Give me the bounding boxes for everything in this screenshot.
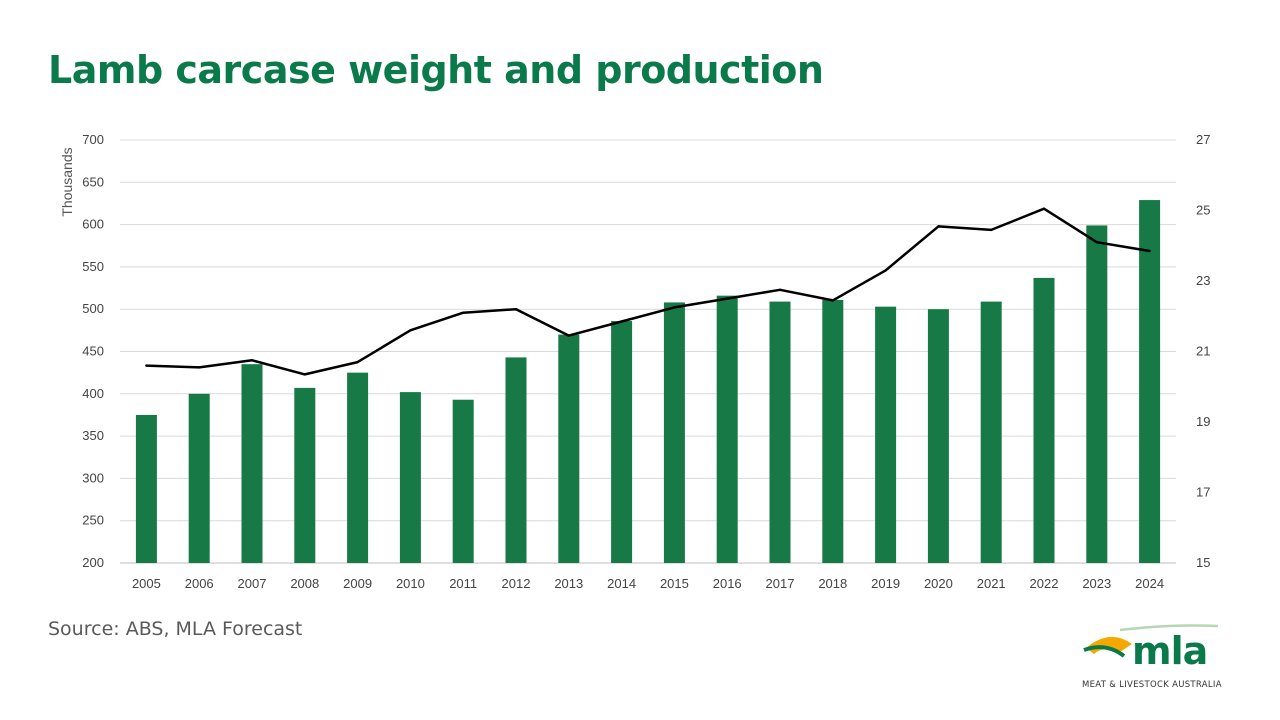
x-tick-label: 2020 — [924, 576, 953, 591]
bar-series — [135, 200, 1161, 564]
line-point — [726, 297, 729, 300]
bar — [1139, 200, 1161, 564]
line-point — [1042, 207, 1046, 210]
y2-tick-label: 19 — [1196, 414, 1210, 429]
bar — [1086, 225, 1108, 564]
x-tick-label: 2008 — [290, 576, 319, 591]
line-path — [146, 207, 1150, 376]
logo-tagline: MEAT & LIVESTOCK AUSTRALIA — [1082, 680, 1222, 690]
x-tick-label: 2006 — [185, 576, 214, 591]
source-note: Source: ABS, MLA Forecast — [48, 618, 303, 640]
line-point — [990, 228, 993, 232]
y2-tick-label: 27 — [1196, 132, 1210, 147]
y-tick-label: 300 — [82, 470, 104, 485]
y2-tick-label: 15 — [1196, 555, 1210, 570]
gridlines — [120, 139, 1176, 564]
line-point — [303, 373, 306, 376]
line-point — [145, 364, 148, 367]
bar — [135, 414, 157, 563]
bar — [399, 392, 421, 563]
bar — [505, 357, 527, 563]
x-tick-label: 2012 — [502, 576, 531, 591]
bar — [980, 301, 1002, 563]
bar — [769, 301, 791, 563]
bar — [241, 364, 263, 563]
x-tick-label: 2014 — [607, 576, 636, 591]
line-point — [620, 320, 623, 323]
page-title: Lamb carcase weight and production — [48, 48, 824, 92]
line-point — [884, 269, 887, 272]
mla-logo: mla MEAT & LIVESTOCK AUSTRALIA — [1080, 622, 1225, 694]
bar — [611, 321, 633, 563]
bar — [927, 309, 949, 563]
x-tick-label: 2024 — [1135, 576, 1164, 591]
x-tick-label: 2022 — [1030, 576, 1059, 591]
logo-wordmark: mla — [1132, 629, 1208, 673]
bar — [822, 299, 844, 563]
line-point — [567, 334, 570, 337]
bar — [716, 295, 738, 563]
y-tick-label: 200 — [82, 555, 104, 570]
y2-tick-label: 23 — [1196, 273, 1210, 288]
line-point — [937, 225, 940, 228]
line-point — [778, 288, 782, 292]
x-tick-label: 2019 — [871, 576, 900, 591]
y-tick-label: 700 — [82, 132, 104, 147]
bar — [347, 372, 369, 563]
line-point — [462, 311, 465, 314]
bar — [558, 334, 580, 563]
x-tick-label: 2015 — [660, 576, 689, 591]
bar — [1033, 277, 1055, 563]
x-tick-label: 2010 — [396, 576, 425, 591]
line-point — [250, 359, 254, 362]
line-point — [198, 366, 201, 369]
bar — [663, 302, 685, 563]
y2-tick-label: 21 — [1196, 344, 1210, 359]
line-point — [514, 308, 518, 311]
y-tick-label: 650 — [82, 174, 104, 189]
x-tick-label: 2005 — [132, 576, 161, 591]
x-tick-label: 2011 — [449, 576, 477, 591]
x-tick-label: 2007 — [238, 576, 267, 591]
x-tick-label: 2017 — [766, 576, 795, 591]
x-tick-label: 2021 — [977, 576, 1006, 591]
x-tick-label: 2016 — [713, 576, 742, 591]
y-tick-label: 350 — [82, 428, 104, 443]
bar — [294, 387, 316, 563]
x-tick-label: 2009 — [343, 576, 372, 591]
line-point — [1148, 249, 1151, 253]
y-tick-label: 500 — [82, 301, 104, 316]
line-point — [409, 329, 412, 332]
right-axis-ticks: 15 17 19 21 23 25 27 — [1196, 132, 1210, 570]
y-tick-label: 400 — [82, 386, 104, 401]
x-tick-label: 2018 — [818, 576, 847, 591]
y-tick-label: 450 — [82, 344, 104, 359]
line-point — [1095, 241, 1099, 244]
x-tick-label: 2013 — [554, 576, 583, 591]
line-point — [356, 360, 359, 364]
line-point — [831, 299, 834, 302]
y2-tick-label: 25 — [1196, 203, 1210, 218]
left-axis-ticks: 200 250 300 350 400 450 500 550 600 650 700 — [82, 132, 104, 570]
bar — [875, 306, 897, 563]
logo-emblem-icon — [1083, 624, 1219, 658]
line-series — [145, 207, 1151, 376]
line-point — [673, 306, 676, 309]
y-tick-label: 550 — [82, 259, 104, 274]
y-tick-label: 600 — [82, 217, 104, 232]
x-axis-ticks: 2005 2006 2007 2008 2009 2010 2011 2012 2013 2014… — [132, 576, 1164, 591]
y-axis-label: Thousands — [59, 147, 75, 216]
x-tick-label: 2023 — [1082, 576, 1111, 591]
bar — [452, 399, 474, 563]
bar — [188, 393, 210, 563]
y-tick-label: 250 — [82, 513, 104, 528]
y2-tick-label: 17 — [1196, 485, 1210, 500]
